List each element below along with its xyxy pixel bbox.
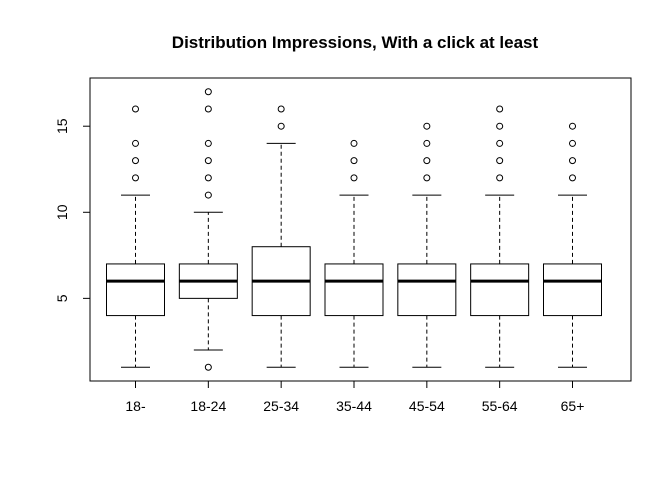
chart-title: Distribution Impressions, With a click a… [172,33,539,52]
x-tick-label: 18- [125,398,146,414]
outlier-point [496,139,504,147]
outlier-point [132,105,139,113]
outlier-point [350,174,358,182]
plot-frame [89,77,632,382]
x-tick-label: 65+ [561,398,585,414]
outlier-point [569,174,576,182]
outlier-point [132,157,139,165]
box-45-54 [397,122,457,368]
iqr-box [397,263,457,317]
x-axis: 18- 18-24 25-34 35-44 45-54 55-64 65+ [125,380,585,414]
x-tick-label: 35-44 [336,398,372,414]
outlier-point [350,157,358,165]
iqr-box [470,263,530,317]
outlier-point [204,174,212,182]
outlier-point [204,363,212,371]
outlier-point [277,122,285,130]
x-tick-label: 55-64 [482,398,518,414]
x-tick-label: 25-34 [263,398,299,414]
x-tick-label: 18-24 [190,398,226,414]
y-tick-label: 5 [54,294,70,302]
outlier-point [132,139,139,147]
outlier-point [204,157,212,165]
outlier-point [496,122,504,130]
outlier-point [204,191,212,199]
iqr-box [106,263,165,317]
box-18- [106,105,165,368]
outlier-point [204,88,212,96]
outlier-point [423,122,431,130]
outlier-point [496,174,504,182]
box-65+ [543,122,602,368]
outlier-point [496,157,504,165]
outlier-point [569,122,576,130]
outlier-point [204,139,212,147]
outlier-point [569,157,576,165]
y-tick-label: 10 [54,204,70,220]
iqr-box [543,263,602,317]
outlier-point [496,105,504,113]
outlier-point [423,139,431,147]
outlier-point [277,105,285,113]
outlier-point [132,174,139,182]
box-35-44 [324,139,384,368]
iqr-box [324,263,384,317]
outlier-point [350,139,358,147]
box-55-64 [470,105,530,368]
y-axis: 5 10 15 [54,118,91,302]
box-25-34 [251,105,311,368]
outlier-point [423,174,431,182]
x-tick-label: 45-54 [409,398,445,414]
boxes [106,88,602,371]
outlier-point [569,139,576,147]
outlier-point [204,105,212,113]
box-18-24 [178,88,238,371]
outlier-point [423,157,431,165]
y-tick-label: 15 [54,118,70,134]
